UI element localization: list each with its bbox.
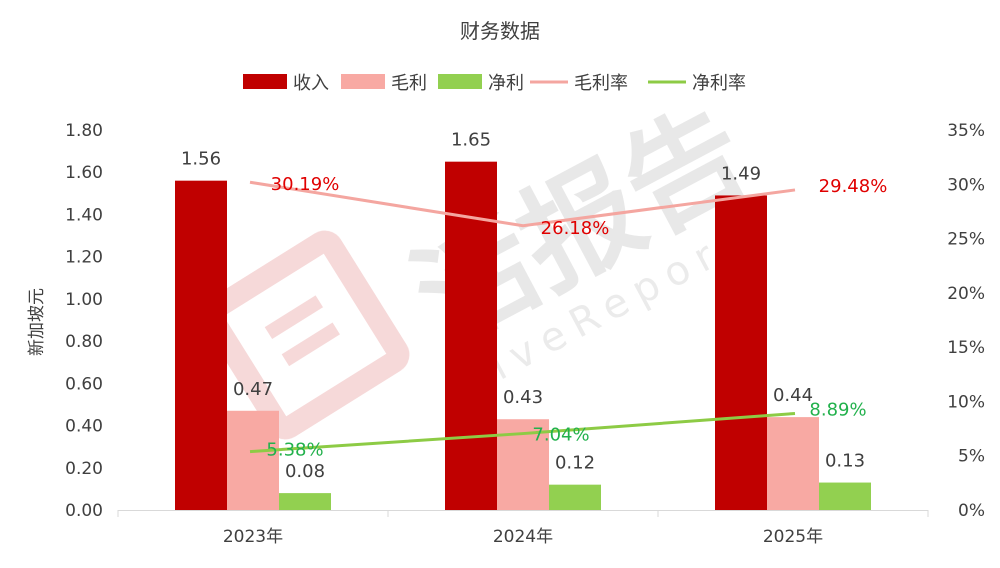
bar-data-label: 1.49 bbox=[721, 163, 761, 184]
bar-净利 bbox=[279, 493, 331, 510]
bar-data-label: 1.56 bbox=[181, 149, 221, 170]
y-tick-label: 1.40 bbox=[65, 205, 103, 225]
bar-收入 bbox=[715, 195, 767, 510]
bars bbox=[175, 161, 871, 510]
bar-data-label: 0.12 bbox=[555, 453, 595, 474]
bar-净利 bbox=[549, 484, 601, 510]
y2-tick-label: 0% bbox=[958, 501, 985, 521]
y-tick-label: 0.80 bbox=[65, 332, 103, 352]
x-tick-label: 2023年 bbox=[223, 527, 283, 547]
data-labels: 1.56 1.65 1.49 0.47 0.43 0.44 0.08 0.12 0.13 30.1… bbox=[181, 130, 887, 482]
line-data-label: 29.48% bbox=[819, 176, 888, 197]
line-data-label: 8.89% bbox=[809, 399, 866, 420]
legend: 收入 毛利 净利 毛利率 净利率 bbox=[243, 73, 746, 94]
y2-tick-label: 30% bbox=[947, 175, 985, 195]
y2-tick-label: 20% bbox=[947, 284, 985, 304]
y2-tick-label: 25% bbox=[947, 230, 985, 250]
legend-label: 毛利率 bbox=[574, 73, 628, 94]
y-tick-label: 1.80 bbox=[65, 121, 103, 141]
legend-swatch bbox=[438, 74, 482, 89]
y2-tick-label: 10% bbox=[947, 392, 985, 412]
x-tick-label: 2024年 bbox=[493, 527, 553, 547]
line-data-label: 5.38% bbox=[266, 440, 323, 461]
line-净利率 bbox=[249, 411, 796, 454]
y-axis-left: 0.00 0.20 0.40 0.60 0.80 1.00 1.20 1.40 1.60 1.80 bbox=[65, 121, 103, 521]
bar-data-label: 0.43 bbox=[503, 387, 543, 408]
bar-data-label: 0.08 bbox=[285, 461, 325, 482]
x-axis: 2023年 2024年 2025年 bbox=[117, 510, 929, 547]
y-tick-label: 0.20 bbox=[65, 459, 103, 479]
bar-毛利 bbox=[227, 410, 279, 510]
y-axis-right: 0% 5% 10% 15% 20% 25% 30% 35% bbox=[947, 121, 985, 521]
line-data-label: 30.19% bbox=[271, 174, 340, 195]
watermark-logo-icon bbox=[200, 230, 410, 440]
y-tick-label: 1.00 bbox=[65, 290, 103, 310]
lines bbox=[249, 180, 796, 454]
legend-swatch bbox=[341, 74, 385, 89]
bar-data-label: 0.13 bbox=[825, 451, 865, 472]
y2-tick-label: 5% bbox=[958, 447, 985, 467]
y-tick-label: 0.60 bbox=[65, 374, 103, 394]
y-tick-label: 1.20 bbox=[65, 248, 103, 268]
bar-data-label: 0.47 bbox=[233, 379, 273, 400]
legend-label: 净利 bbox=[488, 73, 524, 94]
bar-收入 bbox=[175, 180, 227, 510]
x-tick-label: 2025年 bbox=[763, 527, 823, 547]
y-tick-label: 0.40 bbox=[65, 417, 103, 437]
chart-title: 财务数据 bbox=[460, 19, 540, 43]
line-毛利率 bbox=[249, 180, 796, 228]
bar-data-label: 0.44 bbox=[773, 385, 813, 406]
line-data-label: 7.04% bbox=[532, 425, 589, 446]
y-tick-label: 0.00 bbox=[65, 501, 103, 521]
y-axis-label: 新加坡元 bbox=[27, 288, 47, 356]
legend-label: 毛利 bbox=[391, 73, 427, 94]
y2-tick-label: 15% bbox=[947, 338, 985, 358]
legend-label: 收入 bbox=[293, 73, 329, 94]
bar-净利 bbox=[819, 482, 871, 510]
legend-label: 净利率 bbox=[692, 73, 746, 94]
legend-swatch bbox=[243, 74, 287, 89]
y2-tick-label: 35% bbox=[947, 121, 985, 141]
bar-data-label: 1.65 bbox=[451, 130, 491, 151]
bar-毛利 bbox=[767, 417, 819, 510]
line-data-label: 26.18% bbox=[541, 218, 610, 239]
y-tick-label: 1.60 bbox=[65, 163, 103, 183]
